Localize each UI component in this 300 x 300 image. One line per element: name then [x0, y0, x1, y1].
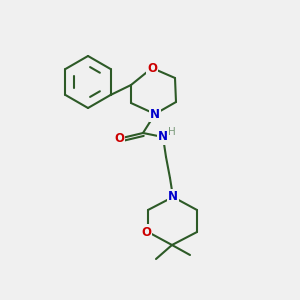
Text: O: O — [141, 226, 151, 238]
Text: N: N — [150, 107, 160, 121]
Text: H: H — [168, 127, 176, 137]
Text: O: O — [114, 131, 124, 145]
Text: N: N — [158, 130, 168, 143]
Text: O: O — [147, 61, 157, 74]
Text: N: N — [168, 190, 178, 203]
